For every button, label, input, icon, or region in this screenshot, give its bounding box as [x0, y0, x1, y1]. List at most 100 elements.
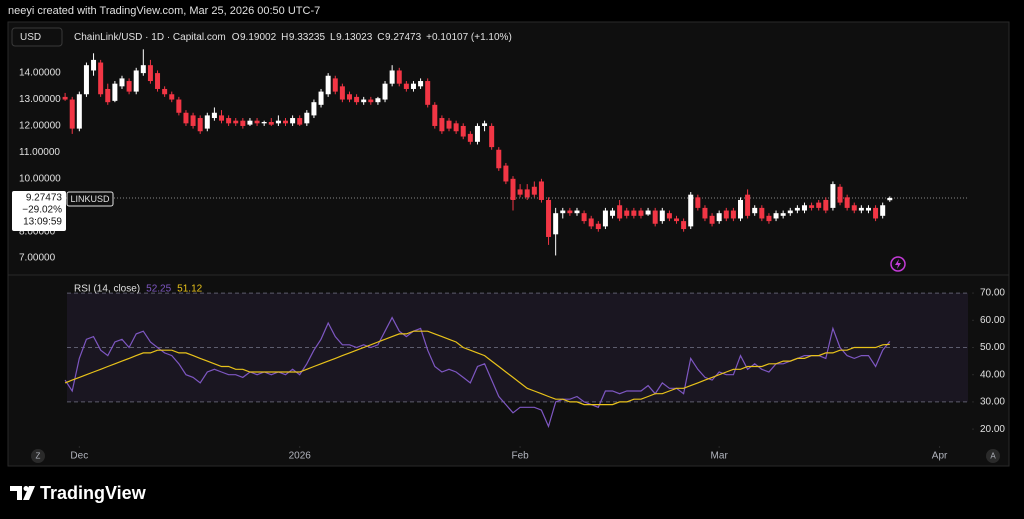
rsi-tick-label: 40.00 [980, 369, 1005, 380]
x-tick-label: Apr [932, 451, 948, 462]
candle-body [844, 197, 850, 208]
rsi-legend-value: 51.12 [177, 284, 202, 295]
candle-body [460, 125, 466, 137]
candle-body [467, 133, 473, 142]
candle-body [482, 123, 488, 126]
candle-body [219, 115, 225, 121]
candle-body [126, 81, 132, 92]
candle-body [880, 205, 886, 216]
candle-body [133, 70, 139, 92]
candle-body [581, 213, 587, 222]
chart-panel [7, 21, 1010, 467]
candle-body [304, 112, 310, 124]
candle-body [233, 120, 239, 124]
rsi-tick-label: 20.00 [980, 424, 1005, 435]
last-change: −29.02% [22, 205, 62, 216]
candle-body [787, 210, 793, 214]
candle-body [666, 213, 672, 219]
candle-body [830, 184, 836, 208]
candle-body [69, 99, 75, 129]
rsi-line [64, 316, 891, 429]
last-price-box: 9.27473−29.02%13:09:59 LINKUSD [12, 191, 114, 231]
y-tick-label: 10.00000 [19, 173, 61, 184]
candle-body [162, 88, 168, 95]
candle-body [702, 207, 708, 219]
candle-body [155, 73, 161, 89]
y-tick-label: 14.00000 [19, 68, 61, 79]
candle-body [268, 122, 274, 125]
candle-body [425, 81, 431, 105]
candle-body [112, 83, 118, 101]
rsi-tick-label: 60.00 [980, 315, 1005, 326]
candle-body [91, 59, 97, 71]
candle-body [837, 186, 843, 203]
candle-body [190, 115, 196, 126]
candle-body [745, 194, 751, 216]
logo-dot [23, 486, 29, 491]
x-tick-label: 2026 [289, 451, 312, 462]
symbol-tag-bg [66, 191, 114, 207]
candle-body [610, 210, 616, 216]
x-tick-label: Dec [70, 451, 88, 462]
candle-body [816, 202, 822, 208]
candle-body [83, 65, 89, 95]
candle-body [361, 99, 367, 103]
candle-body [339, 86, 345, 100]
alert-bolt[interactable] [895, 259, 901, 269]
candle-body [105, 88, 111, 103]
currency-button[interactable] [11, 27, 63, 47]
alert-icon[interactable] [890, 256, 906, 272]
candle-body [695, 197, 701, 208]
candle-body [865, 207, 871, 211]
candle-body [396, 70, 402, 84]
candle-body [645, 210, 651, 215]
candle-body [254, 120, 260, 124]
candle-body [809, 205, 815, 208]
candle-body [446, 120, 452, 129]
alert-circle[interactable] [890, 256, 906, 272]
logo-mark [10, 486, 22, 500]
rsi-tick-label: 70.00 [980, 288, 1005, 299]
candle-body [297, 118, 303, 125]
scale-button-label[interactable]: A [990, 452, 996, 461]
ohlc-label: L [330, 32, 336, 43]
candle-body [453, 123, 459, 132]
candle-body [638, 210, 644, 216]
ohlc-value: 9.19002 [240, 32, 277, 43]
candle-body [283, 120, 288, 124]
candle-body [602, 210, 608, 227]
candle-body [794, 207, 800, 211]
candle-body [723, 210, 729, 219]
rsi-tick-label: 30.00 [980, 397, 1005, 408]
candle-body [290, 118, 296, 124]
candle-body [759, 207, 765, 219]
currency[interactable]: USD [20, 32, 41, 43]
candle-body [858, 207, 864, 211]
candle-body [346, 94, 352, 100]
candle-body [432, 104, 438, 126]
scale-button[interactable] [986, 449, 1000, 463]
candle-body [538, 181, 544, 200]
candle-body [510, 178, 516, 200]
scale-button-label[interactable]: Z [36, 452, 41, 461]
candle-body [496, 149, 502, 169]
candle-body [801, 205, 807, 211]
countdown: 13:09:59 [23, 217, 62, 228]
candle-body [368, 99, 374, 103]
last-price-bg [12, 191, 66, 231]
candle-body [211, 112, 217, 119]
brand-logo [10, 486, 35, 500]
candle-body [332, 78, 338, 92]
candle-body [147, 65, 153, 82]
scale-button[interactable] [31, 449, 45, 463]
candle-body [709, 215, 715, 224]
candle-body [659, 210, 665, 222]
candle-body [439, 118, 445, 132]
candle-body [382, 83, 388, 100]
y-tick-label: 13.00000 [19, 94, 61, 105]
candle-body [389, 70, 395, 84]
candle-body [773, 213, 779, 219]
candle-body [311, 102, 317, 116]
x-tick-label: Feb [511, 451, 529, 462]
